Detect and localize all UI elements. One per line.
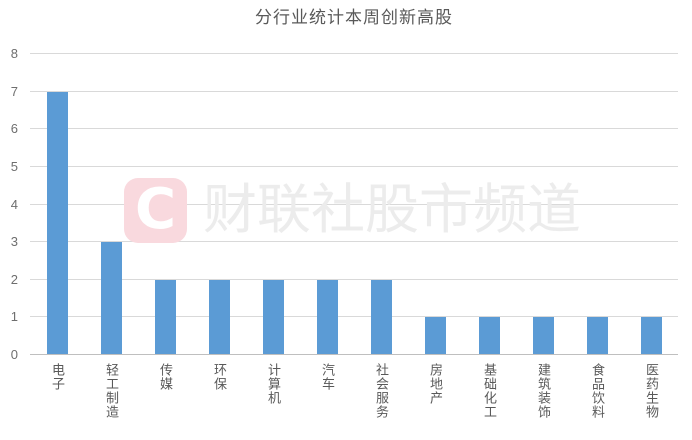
gridline-1: [30, 316, 678, 318]
gridline-8: [30, 53, 678, 54]
bar-房地产: [424, 317, 446, 355]
cls-logo-letter: C: [134, 176, 177, 242]
bar-社会服务: [370, 279, 392, 355]
y-tick-label-8: 8: [10, 46, 18, 61]
gridline-0: [30, 354, 678, 355]
x-tick-label-环保: 环保: [212, 363, 227, 391]
bar-传媒: [154, 279, 176, 355]
bar-计算机: [262, 279, 284, 355]
x-tick-label-食品饮料: 食品饮料: [590, 363, 605, 419]
x-tick-label-房地产: 房地产: [428, 363, 443, 405]
gridline-3: [30, 241, 678, 243]
y-tick-label-5: 5: [10, 158, 18, 174]
bar-建筑装饰: [532, 317, 554, 355]
gridline-2: [30, 278, 678, 280]
bar-食品饮料: [586, 317, 608, 355]
bar-医药生物: [640, 317, 662, 355]
x-tick-label-医药生物: 医药生物: [644, 363, 659, 419]
x-tick-label-汽车: 汽车: [320, 363, 335, 391]
bar-汽车: [316, 279, 338, 355]
gridline-7: [30, 90, 678, 92]
y-tick-label-7: 7: [10, 83, 18, 99]
bar-轻工制造: [100, 242, 122, 355]
bar-电子: [46, 91, 68, 355]
y-tick-label-3: 3: [10, 234, 18, 250]
y-tick-label-0: 0: [10, 347, 18, 362]
x-tick-label-计算机: 计算机: [266, 363, 281, 405]
x-tick-label-轻工制造: 轻工制造: [104, 363, 119, 419]
x-tick-label-传媒: 传媒: [158, 363, 173, 391]
watermark-text: 财联社股市频道: [203, 180, 581, 240]
plot-area: C 财联社股市频道: [30, 53, 678, 355]
x-tick-label-基础化工: 基础化工: [482, 363, 497, 419]
x-tick-label-建筑装饰: 建筑装饰: [536, 363, 551, 419]
chart-title: 分行业统计本周创新高股: [255, 8, 453, 27]
x-tick-label-社会服务: 社会服务: [374, 363, 389, 419]
bar-环保: [208, 279, 230, 355]
y-tick-label-2: 2: [10, 271, 18, 287]
gridline-5: [30, 165, 678, 167]
bar-基础化工: [478, 317, 500, 355]
cls-logo-icon: C: [124, 178, 187, 243]
x-tick-label-电子: 电子: [50, 363, 65, 391]
y-tick-label-4: 4: [10, 196, 18, 212]
y-tick-label-1: 1: [10, 309, 18, 325]
gridline-4: [30, 203, 678, 205]
y-tick-label-6: 6: [10, 121, 18, 137]
gridline-6: [30, 128, 678, 130]
